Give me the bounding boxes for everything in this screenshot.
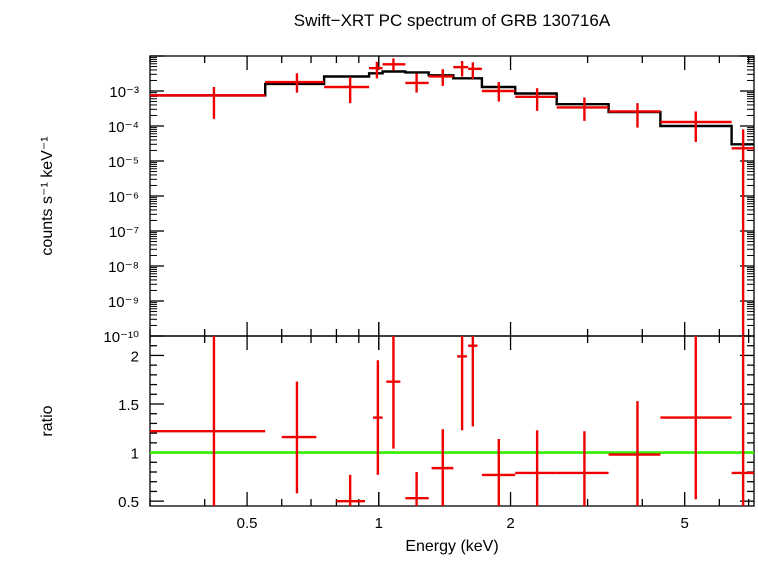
ratio-y-tick-labels: 0.5 1 1.5 2 bbox=[118, 348, 139, 511]
spectrum-panel-frame bbox=[149, 55, 755, 337]
y-tick-label: 1 bbox=[131, 446, 139, 463]
data-point bbox=[281, 381, 317, 494]
y-tick-label: 0.5 bbox=[118, 494, 139, 511]
data-point bbox=[150, 87, 266, 119]
data-point bbox=[373, 360, 383, 475]
y-tick-label: 10⁻⁷ bbox=[109, 224, 139, 241]
ratio-data bbox=[150, 336, 754, 506]
data-point bbox=[265, 73, 325, 93]
y-tick-label: 10⁻⁶ bbox=[108, 189, 139, 206]
data-point bbox=[468, 336, 478, 427]
spectrum-y-axis-label: counts s⁻¹ keV⁻¹ bbox=[39, 136, 56, 255]
model-step-line bbox=[150, 70, 754, 146]
data-point bbox=[556, 431, 609, 506]
data-point bbox=[382, 58, 406, 71]
chart-title: Swift−XRT PC spectrum of GRB 130716A bbox=[294, 11, 611, 30]
y-tick-label: 10⁻⁴ bbox=[108, 119, 139, 136]
spectrum-panel: 10⁻³ 10⁻⁴ 10⁻⁵ 10⁻⁶ 10⁻⁷ 10⁻⁸ 10⁻⁹ 10⁻¹⁰ counts… bbox=[39, 55, 755, 346]
data-point bbox=[660, 111, 732, 142]
y-tick-label: 10⁻⁵ bbox=[108, 154, 139, 171]
x-tick-label: 1 bbox=[375, 515, 383, 532]
data-point bbox=[515, 88, 557, 111]
data-point bbox=[428, 69, 454, 86]
spectrum-model bbox=[150, 70, 754, 146]
x-axis-label: Energy (keV) bbox=[405, 538, 498, 555]
x-tick-label: 0.5 bbox=[237, 515, 258, 532]
data-point bbox=[515, 430, 557, 506]
ratio-y-axis-label: ratio bbox=[39, 405, 56, 436]
data-point bbox=[405, 472, 429, 506]
y-tick-label: 10⁻⁸ bbox=[108, 259, 139, 276]
energy-x-tick-labels: 0.5 1 2 5 bbox=[237, 515, 689, 532]
y-tick-label: 10⁻³ bbox=[109, 84, 139, 101]
data-point bbox=[369, 61, 383, 79]
data-point bbox=[386, 336, 401, 449]
data-point bbox=[731, 336, 754, 506]
y-tick-label: 2 bbox=[131, 348, 139, 365]
data-point bbox=[731, 129, 754, 336]
data-point bbox=[660, 336, 732, 500]
data-point bbox=[453, 60, 469, 77]
y-tick-label: 10⁻¹⁰ bbox=[103, 329, 139, 346]
data-point bbox=[481, 438, 516, 506]
data-point bbox=[431, 429, 454, 506]
x-tick-label: 5 bbox=[681, 515, 689, 532]
spectrum-data bbox=[150, 58, 754, 336]
data-point bbox=[556, 97, 609, 121]
spectrum-ticks bbox=[149, 55, 754, 337]
ratio-panel-frame bbox=[149, 335, 755, 507]
data-point bbox=[608, 103, 661, 128]
data-point bbox=[481, 82, 516, 102]
ratio-ticks bbox=[149, 336, 754, 506]
data-point bbox=[468, 62, 482, 80]
x-tick-label: 2 bbox=[506, 515, 514, 532]
ratio-panel: 0.5 1 1.5 2 0.5 1 2 5 ratio Energy (keV) bbox=[39, 335, 755, 555]
data-point bbox=[457, 336, 467, 431]
data-point bbox=[336, 474, 366, 506]
data-point bbox=[608, 401, 661, 506]
data-point bbox=[324, 77, 370, 104]
spectrum-y-tick-labels: 10⁻³ 10⁻⁴ 10⁻⁵ 10⁻⁶ 10⁻⁷ 10⁻⁸ 10⁻⁹ 10⁻¹⁰ bbox=[103, 84, 139, 346]
data-point bbox=[150, 336, 266, 506]
y-tick-label: 10⁻⁹ bbox=[108, 294, 139, 311]
data-point bbox=[405, 73, 429, 93]
y-tick-label: 1.5 bbox=[118, 397, 139, 414]
